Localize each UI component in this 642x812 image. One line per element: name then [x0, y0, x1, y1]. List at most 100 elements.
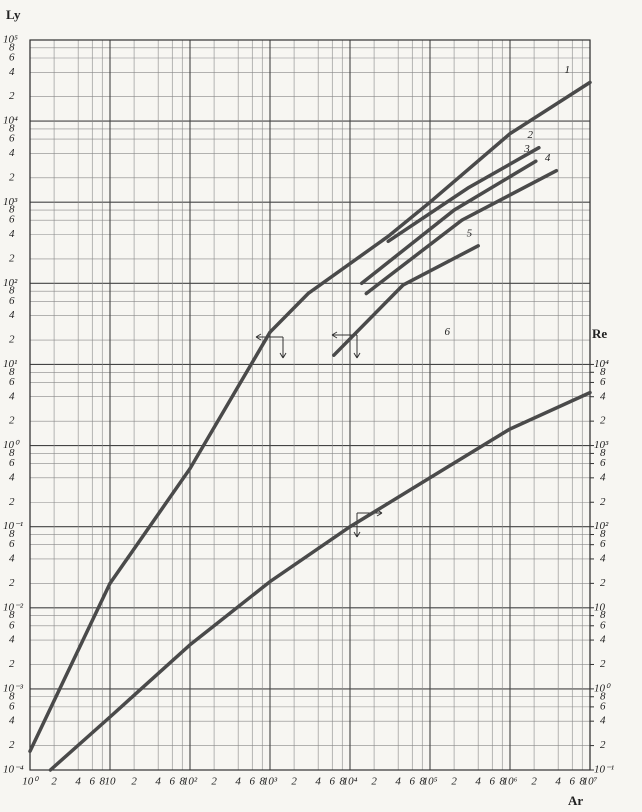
- y-tick-label: 8: [9, 447, 15, 459]
- series-label: 3: [523, 143, 530, 155]
- x-tick-label: 8: [339, 776, 345, 788]
- x-tick-label: 10: [105, 776, 117, 788]
- x-tick-label: 2: [211, 776, 217, 788]
- y-tick-label: 10¹: [3, 358, 17, 370]
- y2-tick-label: 2: [600, 739, 606, 751]
- y-tick-label: 2: [9, 252, 15, 264]
- y2-tick-label: 8: [600, 528, 606, 540]
- series-label: 4: [545, 152, 551, 164]
- y-tick-label: 6: [9, 619, 15, 631]
- y-tick-label: 10²: [3, 277, 18, 289]
- series-line: [48, 390, 592, 772]
- x-tick-label: 2: [371, 776, 377, 788]
- series-label: 1: [565, 64, 571, 76]
- series-line: [386, 145, 541, 244]
- x-tick-label: 10⁰: [22, 776, 39, 788]
- y-tick-label: 10⁵: [3, 34, 18, 46]
- x-tick-label: 6: [90, 776, 96, 788]
- series-label: 5: [467, 227, 473, 239]
- y-tick-label: 2: [9, 658, 15, 670]
- x-tick-label: 10⁷: [583, 776, 598, 788]
- y-tick-label: 6: [9, 133, 15, 145]
- y2-tick-label: 10³: [594, 439, 609, 451]
- x-tick-label: 6: [170, 776, 176, 788]
- y-tick-label: 10⁻¹: [3, 520, 23, 532]
- x-tick-label: 6: [490, 776, 496, 788]
- y2-tick-label: 2: [600, 496, 606, 508]
- y-axis-label: Ly: [6, 7, 21, 22]
- y-tick-label: 2: [9, 739, 15, 751]
- y-tick-label: 6: [9, 457, 15, 469]
- y2-axis-label: Re: [592, 326, 607, 341]
- y2-tick-label: 6: [600, 619, 606, 631]
- y-tick-label: 10⁴: [3, 115, 18, 127]
- y2-tick-label: 4: [600, 552, 606, 564]
- y-tick-label: 10⁻⁴: [3, 764, 24, 776]
- y2-tick-label: 6: [600, 700, 606, 712]
- y-tick-label: 2: [9, 171, 15, 183]
- x-tick-label: 8: [99, 776, 105, 788]
- annotation-arrows: [255, 331, 383, 538]
- x-tick-label: 10⁵: [423, 776, 438, 788]
- y-tick-label: 4: [9, 715, 15, 727]
- x-tick-label: 4: [155, 776, 161, 788]
- x-tick-label: 6: [570, 776, 576, 788]
- y2-tick-label: 8: [600, 366, 606, 378]
- x-tick-label: 2: [291, 776, 297, 788]
- y2-tick-label: 10⁰: [594, 682, 611, 694]
- y2-tick-label: 6: [600, 457, 606, 469]
- y-tick-label: 8: [9, 41, 15, 53]
- y-tick-label: 8: [9, 285, 15, 297]
- y2-tick-label: 4: [600, 715, 606, 727]
- y-tick-label: 4: [9, 552, 15, 564]
- y-tick-label: 6: [9, 538, 15, 550]
- y2-tick-label: 10²: [594, 520, 609, 532]
- y-tick-label: 4: [9, 634, 15, 646]
- x-tick-label: 8: [499, 776, 505, 788]
- x-tick-label: 2: [131, 776, 137, 788]
- y-tick-label: 4: [9, 471, 15, 483]
- y2-tick-label: 4: [600, 634, 606, 646]
- y2-tick-label: 6: [600, 376, 606, 388]
- y-tick-label: 2: [9, 496, 15, 508]
- x-tick-label: 4: [475, 776, 481, 788]
- x-tick-label: 8: [579, 776, 585, 788]
- arrow: [255, 333, 287, 359]
- x-tick-label: 6: [410, 776, 416, 788]
- series-line: [332, 244, 480, 357]
- y-tick-label: 2: [9, 334, 15, 346]
- x-tick-label: 8: [179, 776, 185, 788]
- y2-tick-label: 6: [600, 538, 606, 550]
- y2-tick-label: 8: [600, 690, 606, 702]
- x-tick-label: 6: [250, 776, 256, 788]
- y-tick-label: 4: [9, 147, 15, 159]
- series-line: [364, 168, 559, 296]
- y-tick-label: 2: [9, 577, 15, 589]
- x-tick-label: 4: [235, 776, 241, 788]
- y-tick-label: 8: [9, 528, 15, 540]
- y2-tick-label: 10: [594, 601, 606, 613]
- y-tick-label: 8: [9, 366, 15, 378]
- y-tick-label: 4: [9, 309, 15, 321]
- x-axis-label: Ar: [568, 793, 583, 808]
- y-tick-label: 6: [9, 700, 15, 712]
- y-tick-label: 8: [9, 690, 15, 702]
- y-tick-label: 4: [9, 66, 15, 78]
- y2-tick-label: 4: [600, 471, 606, 483]
- y2-tick-label: 10⁴: [594, 358, 609, 370]
- x-tick-label: 10³: [263, 776, 278, 788]
- x-tick-label: 4: [315, 776, 321, 788]
- y2-tick-label: 2: [600, 658, 606, 670]
- x-tick-label: 2: [51, 776, 57, 788]
- x-tick-label: 10²: [183, 776, 198, 788]
- x-tick-label: 6: [330, 776, 336, 788]
- y2-tick-label: 4: [600, 390, 606, 402]
- x-tick-label: 8: [419, 776, 425, 788]
- x-tick-label: 2: [451, 776, 457, 788]
- y2-tick-label: 8: [600, 609, 606, 621]
- y-tick-label: 4: [9, 228, 15, 240]
- x-tick-label: 10⁶: [503, 776, 518, 788]
- x-tick-label: 4: [395, 776, 401, 788]
